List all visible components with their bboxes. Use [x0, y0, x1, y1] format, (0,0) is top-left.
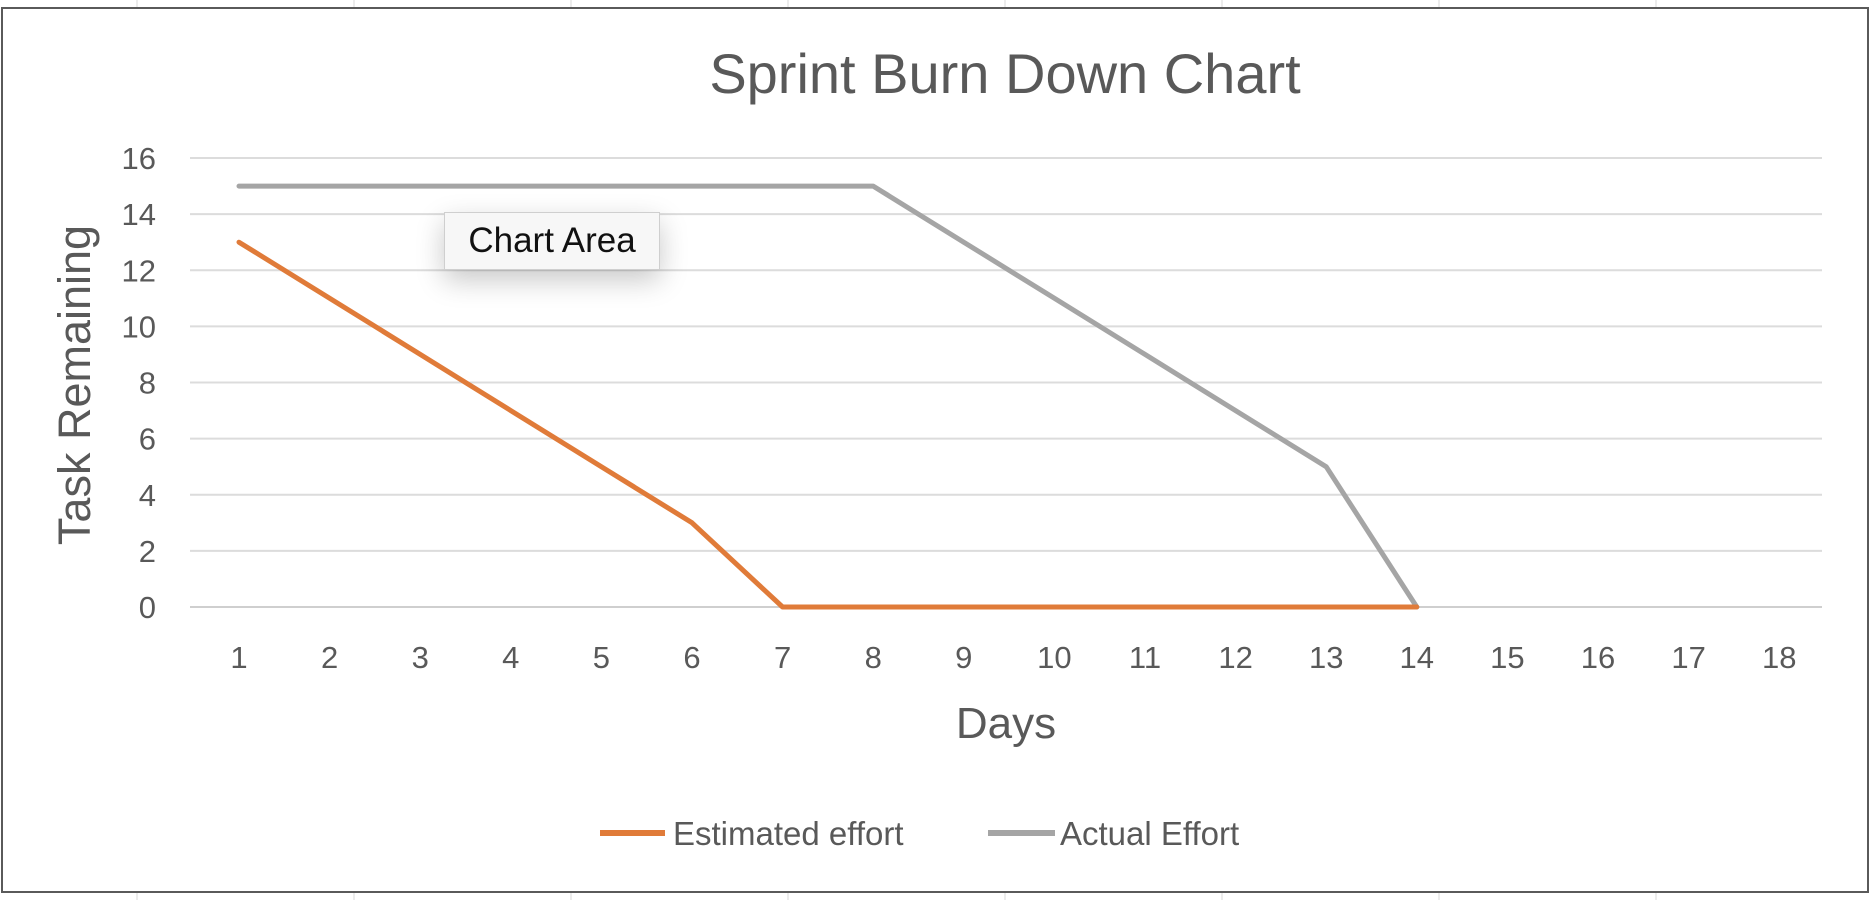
legend-label: Actual Effort [1060, 815, 1239, 852]
series-lines [236, 183, 1420, 610]
legend[interactable]: Estimated effort Actual Effort [600, 815, 1239, 852]
y-tick-label: 6 [139, 422, 156, 457]
chart-border [1, 7, 1869, 893]
x-axis-label: Days [956, 699, 1056, 748]
x-tick-label: 18 [1762, 640, 1796, 675]
x-tick-label: 7 [774, 640, 791, 675]
x-tick-label: 1 [230, 640, 247, 675]
x-tick-label: 6 [683, 640, 700, 675]
y-axis-ticks: 0 2 4 6 8 10 12 14 16 [122, 141, 156, 625]
x-tick-label: 12 [1218, 640, 1252, 675]
x-tick-label: 17 [1671, 640, 1705, 675]
y-tick-label: 8 [139, 366, 156, 401]
x-tick-label: 10 [1037, 640, 1071, 675]
legend-item-actual-effort[interactable]: Actual Effort [988, 815, 1239, 852]
x-tick-label: 5 [593, 640, 610, 675]
x-tick-label: 16 [1581, 640, 1615, 675]
x-tick-label: 13 [1309, 640, 1343, 675]
x-tick-label: 4 [502, 640, 519, 675]
x-tick-label: 8 [865, 640, 882, 675]
y-tick-label: 10 [122, 309, 156, 344]
y-tick-label: 14 [122, 197, 156, 232]
x-tick-label: 9 [955, 640, 972, 675]
y-tick-label: 12 [122, 253, 156, 288]
y-tick-label: 2 [139, 534, 156, 569]
x-tick-label: 11 [1129, 640, 1161, 675]
x-tick-label: 2 [321, 640, 338, 675]
x-tick-label: 3 [412, 640, 429, 675]
legend-item-estimated-effort[interactable]: Estimated effort [600, 815, 904, 852]
y-axis-label: Task Remaining [49, 225, 100, 545]
x-axis-ticks: 1 2 3 4 5 6 7 8 9 10 11 12 13 14 15 16 17 18 [230, 640, 1796, 675]
sheet-gridlines [136, 0, 1657, 900]
y-tick-label: 0 [139, 590, 156, 625]
legend-label: Estimated effort [673, 815, 904, 852]
series-line-actual-effort[interactable] [236, 183, 1420, 610]
series-line-estimated-effort[interactable] [236, 239, 1420, 610]
y-tick-label: 16 [122, 141, 156, 176]
x-tick-label: 14 [1400, 640, 1434, 675]
chart-area-tooltip: Chart Area [444, 212, 660, 270]
y-tick-label: 4 [139, 478, 156, 513]
x-tick-label: 15 [1490, 640, 1524, 675]
chart-title: Sprint Burn Down Chart [709, 42, 1301, 105]
